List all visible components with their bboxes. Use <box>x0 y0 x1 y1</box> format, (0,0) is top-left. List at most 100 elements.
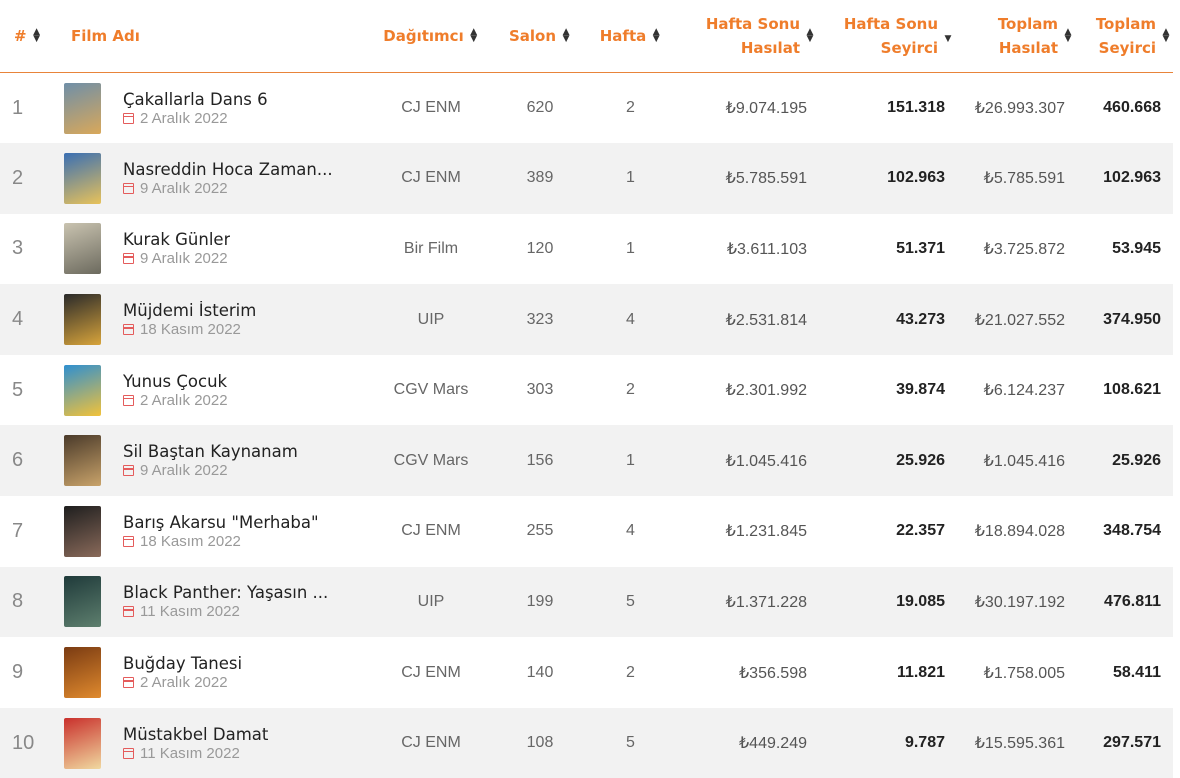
screens-cell: 199 <box>526 592 554 610</box>
film-cell[interactable]: Black Panther: Yaşasın ... 11 Kasım 2022 <box>55 567 366 638</box>
distributor-cell: UIP <box>417 310 445 328</box>
col-weekend-gross-label-1: Hafta Sonu <box>705 15 800 33</box>
col-week-label: Hafta <box>599 27 647 45</box>
film-title[interactable]: Çakallarla Dans 6 <box>123 89 268 109</box>
table-row[interactable]: 3 Kurak Günler 9 Aralık 2022 Bir Film 120 1 ₺3… <box>0 214 1173 285</box>
film-cell[interactable]: Yunus Çocuk 2 Aralık 2022 <box>55 355 366 426</box>
week-cell: 4 <box>626 310 635 328</box>
film-cell[interactable]: Buğday Tanesi 2 Aralık 2022 <box>55 637 366 708</box>
total-gross-cell: ₺1.758.005 <box>983 664 1065 682</box>
poster-thumbnail[interactable] <box>64 576 101 628</box>
poster-thumbnail[interactable] <box>64 717 101 769</box>
col-week[interactable]: Hafta ▲ ▼ <box>584 0 677 73</box>
rank-cell: 5 <box>12 378 24 401</box>
sort-icon: ▲ ▼ <box>33 27 41 44</box>
total-gross-cell: ₺1.045.416 <box>983 452 1065 470</box>
table-row[interactable]: 5 Yunus Çocuk 2 Aralık 2022 CGV Mars 303 2 ₺2.… <box>0 355 1173 426</box>
film-title[interactable]: Nasreddin Hoca Zaman... <box>123 159 333 179</box>
col-rank-label: # <box>14 27 27 45</box>
film-title[interactable]: Kurak Günler <box>123 230 231 250</box>
sort-icon: ▲ ▼ <box>1162 27 1170 44</box>
distributor-cell: CGV Mars <box>393 451 469 469</box>
film-title[interactable]: Barış Akarsu "Merhaba" <box>123 512 319 532</box>
table-row[interactable]: 10 Müstakbel Damat 11 Kasım 2022 CJ ENM 108 5… <box>0 707 1173 778</box>
poster-thumbnail[interactable] <box>64 364 101 416</box>
col-film[interactable]: Film Adı <box>55 0 366 73</box>
poster-thumbnail[interactable] <box>64 435 101 487</box>
screens-cell: 120 <box>526 239 554 257</box>
col-total-adm-label-1: Toplam <box>1095 15 1156 33</box>
col-weekend-adm-label-1: Hafta Sonu <box>843 15 938 33</box>
release-date: 9 Aralık 2022 <box>140 462 228 480</box>
total-gross-cell: ₺21.027.552 <box>974 311 1065 329</box>
poster-thumbnail[interactable] <box>64 82 101 134</box>
col-total-gross-label-1: Toplam <box>997 15 1058 33</box>
table-row[interactable]: 2 Nasreddin Hoca Zaman... 9 Aralık 2022 CJ … <box>0 143 1173 214</box>
table-row[interactable]: 4 Müjdemi İsterim 18 Kasım 2022 UIP 323 4 ₺2.5… <box>0 284 1173 355</box>
film-title[interactable]: Müjdemi İsterim <box>123 301 257 321</box>
col-weekend-admissions[interactable]: Hafta Sonu Seyirci ▼ <box>817 0 955 73</box>
col-total-gross[interactable]: Toplam Hasılat ▲ ▼ <box>955 0 1075 73</box>
rank-cell: 1 <box>12 96 24 119</box>
poster-thumbnail[interactable] <box>64 505 101 557</box>
total-admissions-cell: 374.950 <box>1103 310 1161 328</box>
poster-thumbnail[interactable] <box>64 223 101 275</box>
screens-cell: 140 <box>526 663 554 681</box>
film-cell[interactable]: Kurak Günler 9 Aralık 2022 <box>55 214 366 285</box>
screens-cell: 303 <box>526 381 554 399</box>
calendar-icon <box>123 324 134 336</box>
release-date: 18 Kasım 2022 <box>140 321 241 339</box>
poster-thumbnail[interactable] <box>64 647 101 699</box>
col-total-admissions[interactable]: Toplam Seyirci ▲ ▼ <box>1075 0 1173 73</box>
col-weekend-gross-label-2: Hasılat <box>740 39 800 57</box>
distributor-cell: Bir Film <box>403 239 459 257</box>
weekend-admissions-cell: 22.357 <box>896 522 945 540</box>
col-rank[interactable]: # ▲ ▼ <box>0 0 55 73</box>
table-row[interactable]: 8 Black Panther: Yaşasın ... 11 Kasım 2022… <box>0 566 1173 638</box>
film-title[interactable]: Black Panther: Yaşasın ... <box>123 583 329 603</box>
weekend-admissions-cell: 11.821 <box>896 663 945 681</box>
release-date: 11 Kasım 2022 <box>140 744 240 762</box>
total-admissions-cell: 476.811 <box>1104 592 1161 610</box>
calendar-icon <box>123 535 134 547</box>
total-gross-cell: ₺26.993.307 <box>974 100 1065 118</box>
release-date: 2 Aralık 2022 <box>140 391 228 409</box>
release-date: 2 Aralık 2022 <box>140 109 228 127</box>
film-title[interactable]: Müstakbel Damat <box>123 724 269 744</box>
film-title[interactable]: Sil Baştan Kaynanam <box>123 442 298 462</box>
film-cell[interactable]: Barış Akarsu "Merhaba" 18 Kasım 2022 <box>55 496 366 567</box>
film-cell[interactable]: Müjdemi İsterim 18 Kasım 2022 <box>55 284 366 355</box>
poster-thumbnail[interactable] <box>64 152 101 204</box>
total-admissions-cell: 348.754 <box>1103 522 1161 540</box>
total-admissions-cell: 460.668 <box>1103 99 1161 117</box>
rank-cell: 4 <box>12 308 24 331</box>
screens-cell: 156 <box>526 451 554 469</box>
total-admissions-cell: 108.621 <box>1103 381 1161 399</box>
screens-cell: 620 <box>526 99 554 117</box>
distributor-cell: CJ ENM <box>401 99 461 117</box>
film-cell[interactable]: Sil Baştan Kaynanam 9 Aralık 2022 <box>55 425 366 496</box>
film-title[interactable]: Buğday Tanesi <box>123 654 243 674</box>
film-cell[interactable]: Nasreddin Hoca Zaman... 9 Aralık 2022 <box>55 143 366 214</box>
col-distributor[interactable]: Dağıtımcı ▲ ▼ <box>366 0 496 73</box>
distributor-cell: CJ ENM <box>401 169 461 187</box>
weekend-admissions-cell: 151.318 <box>887 99 945 117</box>
week-cell: 5 <box>626 592 635 610</box>
poster-thumbnail[interactable] <box>64 294 101 346</box>
weekend-gross-cell: ₺1.371.228 <box>725 593 807 611</box>
table-row[interactable]: 6 Sil Baştan Kaynanam 9 Aralık 2022 CGV Mar… <box>0 425 1173 497</box>
film-cell[interactable]: Müstakbel Damat 11 Kasım 2022 <box>55 708 366 778</box>
col-screens[interactable]: Salon ▲ ▼ <box>496 0 584 73</box>
col-weekend-gross[interactable]: Hafta Sonu Hasılat ▲ ▼ <box>677 0 817 73</box>
film-title[interactable]: Yunus Çocuk <box>123 371 228 391</box>
table-row[interactable]: 9 Buğday Tanesi 2 Aralık 2022 CJ ENM 140 2 ₺35… <box>0 637 1173 708</box>
week-cell: 5 <box>626 734 635 752</box>
weekend-gross-cell: ₺1.045.416 <box>725 452 807 470</box>
col-weekend-adm-label-2: Seyirci <box>880 39 938 57</box>
col-screens-label: Salon <box>508 27 557 45</box>
table-row[interactable]: 7 Barış Akarsu "Merhaba" 18 Kasım 2022 CJ E… <box>0 496 1173 567</box>
weekend-admissions-cell: 19.085 <box>896 592 945 610</box>
screens-cell: 108 <box>526 734 554 752</box>
